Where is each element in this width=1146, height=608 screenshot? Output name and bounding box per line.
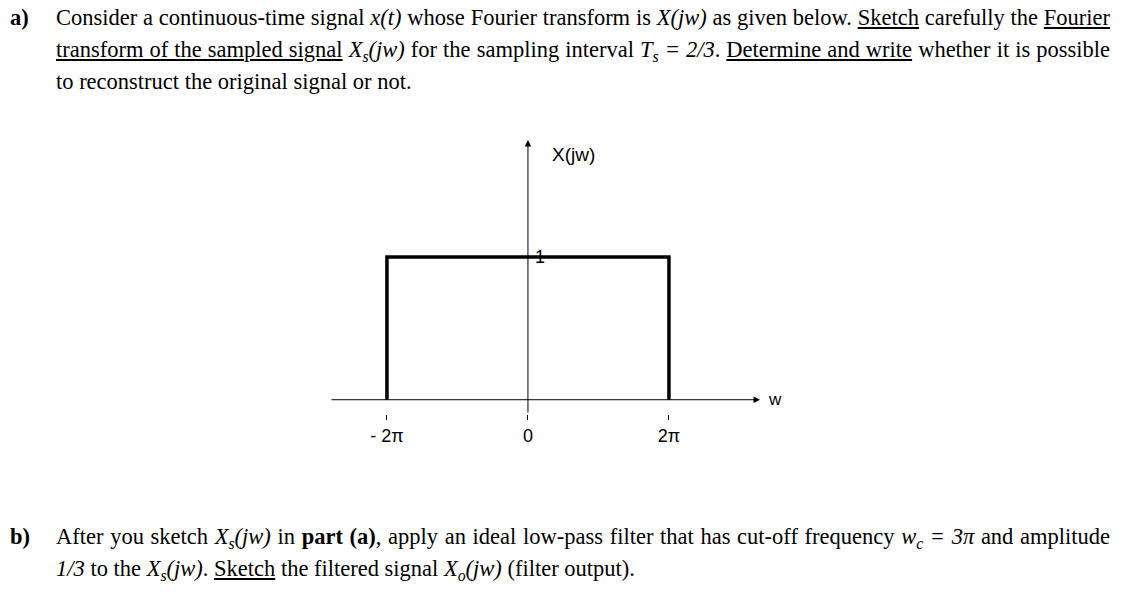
svg-text:1: 1 (535, 247, 545, 267)
html-text:1/3 to the Xs(jw). Sketch the: 1/3 to the Xs(jw). Sketch the filtered s… (56, 556, 635, 584)
html-text:a): a) (10, 5, 29, 30)
html-text:b): b) (10, 524, 30, 549)
svg-text:X(jw): X(jw) (552, 144, 595, 165)
svg-text:0: 0 (523, 426, 533, 446)
svg-text:w: w (768, 390, 782, 409)
svg-text:- 2π: - 2π (370, 426, 403, 446)
html-text:After you sketch Xs(jw) in par: After you sketch Xs(jw) in part (a), app… (56, 524, 1110, 552)
html-text:Consider a continuous-time sig: Consider a continuous-time signal x(t) w… (56, 5, 1110, 94)
svg-text:2π: 2π (658, 426, 680, 446)
